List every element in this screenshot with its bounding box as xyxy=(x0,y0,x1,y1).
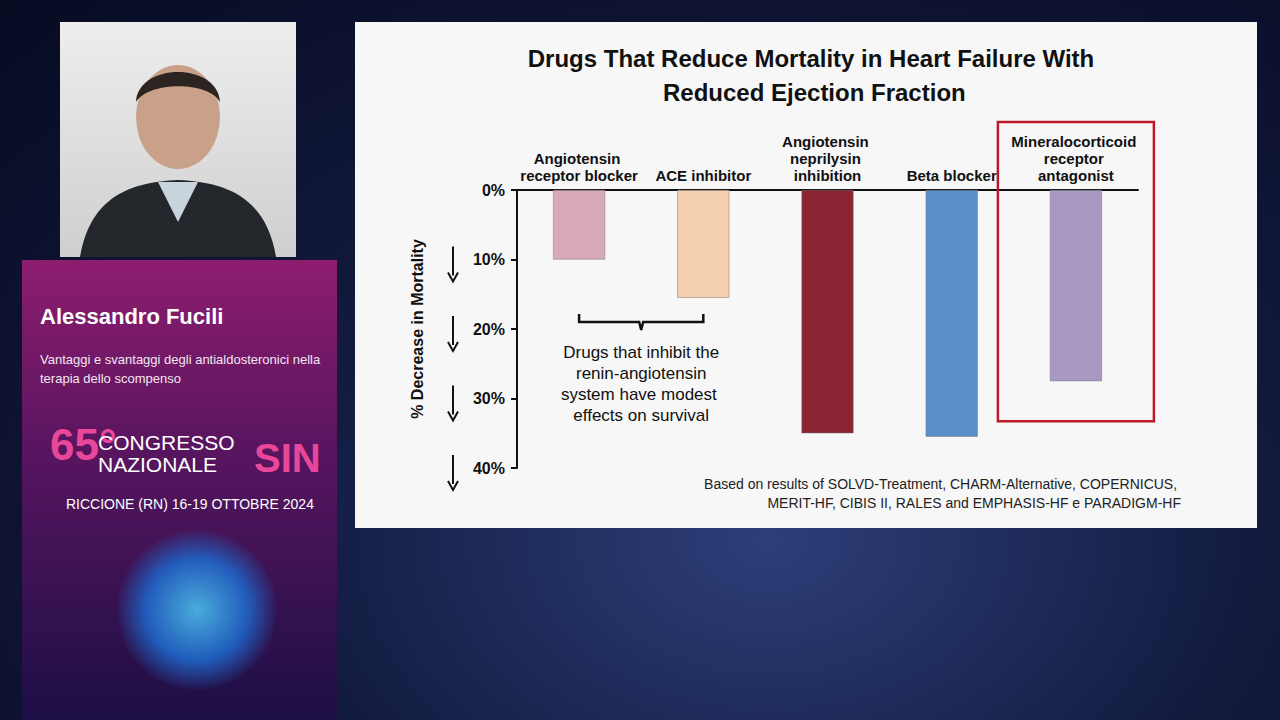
svg-text:Drugs That Reduce Mortality in: Drugs That Reduce Mortality in Heart Fai… xyxy=(528,45,1095,72)
svg-text:Reduced Ejection Fraction: Reduced Ejection Fraction xyxy=(656,79,965,106)
html-text:SIN: SIN xyxy=(254,436,321,480)
svg-text:inhibition: inhibition xyxy=(794,167,861,184)
html-text:RICCIONE (RN) 16-19 OTTOBRE 20: RICCIONE (RN) 16-19 OTTOBRE 2024 xyxy=(66,496,314,512)
svg-text:receptor: receptor xyxy=(1044,150,1108,167)
svg-text:20%: 20% xyxy=(473,321,505,338)
svg-text:MERIT-HF, CIBIS II, RALES and: MERIT-HF, CIBIS II, RALES and EMPHASIS-H… xyxy=(767,495,1181,511)
html-text:Vantaggi e svantaggi degli ant: Vantaggi e svantaggi degli antialdostero… xyxy=(40,352,321,386)
svg-text:Beta blocker: Beta blocker xyxy=(907,167,997,184)
svg-text:receptor blocker: receptor blocker xyxy=(520,167,638,184)
html-text:65°: 65° xyxy=(50,420,117,469)
svg-text:ACE inhibitor: ACE inhibitor xyxy=(655,167,751,184)
svg-text:Based on results of SOLVD-Trea: Based on results of SOLVD-Treatment, CHA… xyxy=(704,476,1181,492)
svg-text:30%: 30% xyxy=(473,390,505,407)
svg-text:neprilysin: neprilysin xyxy=(790,150,865,167)
html-text:Alessandro Fucili: Alessandro Fucili xyxy=(40,304,224,329)
svg-text:system have modest: system have modest xyxy=(561,385,722,404)
svg-text:renin-angiotensin: renin-angiotensin xyxy=(571,364,711,383)
svg-text:Angiotensin: Angiotensin xyxy=(782,133,873,150)
svg-text:Angiotensin: Angiotensin xyxy=(534,150,625,167)
svg-text:0%: 0% xyxy=(482,182,505,199)
svg-text:effects on survival: effects on survival xyxy=(573,406,709,425)
html-text:CONGRESSO: CONGRESSO xyxy=(98,431,235,454)
svg-text:40%: 40% xyxy=(473,460,505,477)
svg-text:% Decrease in Mortality: % Decrease in Mortality xyxy=(409,239,426,419)
svg-text:Drugs that inhibit the: Drugs that inhibit the xyxy=(563,343,719,362)
html-text:NAZIONALE: NAZIONALE xyxy=(98,453,217,476)
svg-text:10%: 10% xyxy=(473,251,505,268)
svg-text:antagonist: antagonist xyxy=(1038,167,1114,184)
svg-text:Mineralocorticoid: Mineralocorticoid xyxy=(1011,133,1140,150)
